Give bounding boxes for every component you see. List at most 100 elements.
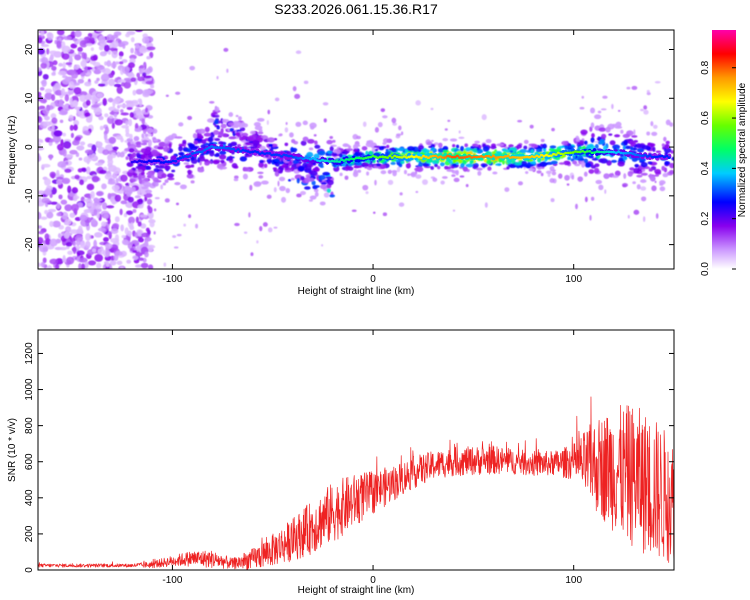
heatmap-cell bbox=[88, 37, 95, 42]
heatmap-cell bbox=[599, 158, 608, 164]
heatmap-cell bbox=[380, 108, 386, 113]
heatmap-cell bbox=[171, 169, 176, 173]
heatmap-cell bbox=[234, 175, 239, 179]
heatmap-cell bbox=[56, 169, 60, 176]
ridge-cell bbox=[207, 146, 211, 149]
heatmap-cell bbox=[529, 124, 534, 129]
heatmap-cell bbox=[107, 181, 117, 185]
heatmap-cell bbox=[550, 198, 555, 203]
heatmap-cell bbox=[59, 246, 68, 251]
heatmap-cell bbox=[595, 179, 603, 185]
heatmap-cell bbox=[300, 191, 306, 196]
heatmap-cell bbox=[146, 127, 153, 134]
heatmap-cell bbox=[135, 141, 142, 146]
heatmap-cell bbox=[477, 149, 484, 154]
ridge-cell bbox=[518, 156, 522, 159]
heatmap-cell bbox=[390, 161, 396, 165]
ridge-cell bbox=[621, 151, 626, 155]
heatmap-cell bbox=[373, 145, 381, 148]
heatmap-cell bbox=[105, 261, 110, 268]
heatmap-cell bbox=[101, 202, 108, 210]
heatmap-cell bbox=[455, 169, 459, 176]
heatmap-cell bbox=[62, 255, 66, 263]
heatmap-cell bbox=[606, 160, 612, 166]
ridge-cell bbox=[665, 154, 669, 158]
heatmap-cell bbox=[132, 208, 137, 213]
heatmap-cell bbox=[294, 93, 301, 99]
heatmap-cell bbox=[523, 145, 528, 150]
heatmap-cell bbox=[69, 229, 79, 234]
heatmap-cell bbox=[125, 182, 130, 187]
heatmap-cell bbox=[253, 122, 261, 127]
heatmap-cell bbox=[664, 144, 670, 150]
heatmap-cell bbox=[89, 96, 94, 101]
heatmap-cell bbox=[329, 135, 334, 139]
ridge-cell bbox=[272, 153, 276, 156]
heatmap-cell bbox=[96, 92, 103, 98]
ridge-cell bbox=[255, 150, 260, 154]
heatmap-cell bbox=[243, 167, 250, 172]
heatmap-cell bbox=[98, 35, 106, 44]
heatmap-cell bbox=[648, 168, 653, 172]
ridge-cell bbox=[407, 155, 411, 159]
heatmap-cell bbox=[125, 132, 131, 138]
heatmap-cell bbox=[575, 203, 578, 210]
heatmap-cell bbox=[654, 169, 662, 174]
heatmap-cell bbox=[339, 172, 343, 177]
heatmap-cell bbox=[38, 262, 41, 268]
ridge-cell bbox=[515, 156, 520, 159]
heatmap-cell bbox=[129, 178, 136, 183]
heatmap-cell bbox=[568, 145, 576, 149]
heatmap-cell bbox=[653, 124, 658, 129]
heatmap-cell bbox=[154, 181, 159, 187]
heatmap-cell bbox=[182, 139, 187, 145]
heatmap-cell bbox=[157, 146, 164, 150]
heatmap-cell bbox=[437, 165, 441, 170]
heatmap-cell bbox=[73, 65, 80, 70]
heatmap-cell bbox=[44, 188, 52, 196]
heatmap-cell bbox=[310, 125, 315, 130]
ridge-cell bbox=[393, 154, 397, 158]
heatmap-cell bbox=[106, 205, 115, 209]
heatmap-cell bbox=[99, 169, 107, 174]
heatmap-cell bbox=[84, 261, 89, 269]
heatmap-cell bbox=[43, 115, 51, 121]
heatmap-cell bbox=[178, 145, 183, 152]
heatmap-cell bbox=[133, 135, 140, 142]
heatmap-cell bbox=[64, 154, 74, 158]
heatmap-cell bbox=[357, 169, 362, 173]
heatmap-cell bbox=[91, 104, 100, 108]
heatmap-cell bbox=[121, 239, 129, 245]
heatmap-cell bbox=[134, 232, 139, 238]
heatmap-cell bbox=[114, 194, 122, 202]
heatmap-cell bbox=[581, 95, 585, 99]
ridge-cell bbox=[397, 155, 402, 159]
heatmap-cell bbox=[353, 165, 360, 169]
heatmap-cell bbox=[38, 111, 41, 117]
heatmap-cell bbox=[113, 97, 122, 103]
heatmap-cell bbox=[366, 171, 370, 176]
heatmap-cell bbox=[385, 148, 389, 152]
heatmap-cell bbox=[137, 98, 142, 103]
ridge-cell bbox=[200, 150, 204, 154]
heatmap-cell bbox=[69, 124, 74, 131]
heatmap-cell bbox=[104, 113, 109, 118]
heatmap-cell bbox=[353, 148, 358, 152]
ridge-cell bbox=[260, 151, 264, 155]
heatmap-cell bbox=[64, 168, 72, 173]
heatmap-cell bbox=[204, 161, 210, 166]
colorbar-tick-label: 0.0 bbox=[700, 262, 711, 276]
ridge-cell bbox=[604, 150, 609, 153]
heatmap-cell bbox=[51, 117, 58, 124]
heatmap-cell bbox=[636, 184, 641, 190]
heatmap-cell bbox=[629, 167, 635, 171]
heatmap-cell bbox=[597, 136, 601, 142]
heatmap-cell bbox=[640, 172, 648, 176]
ridge-cell bbox=[147, 159, 151, 163]
heatmap-cell bbox=[111, 200, 117, 205]
heatmap-cell bbox=[127, 172, 133, 177]
ridge-cell bbox=[378, 155, 382, 159]
heatmap-cell bbox=[133, 175, 138, 178]
heatmap-cell bbox=[64, 218, 72, 226]
heatmap-cell bbox=[387, 169, 392, 174]
